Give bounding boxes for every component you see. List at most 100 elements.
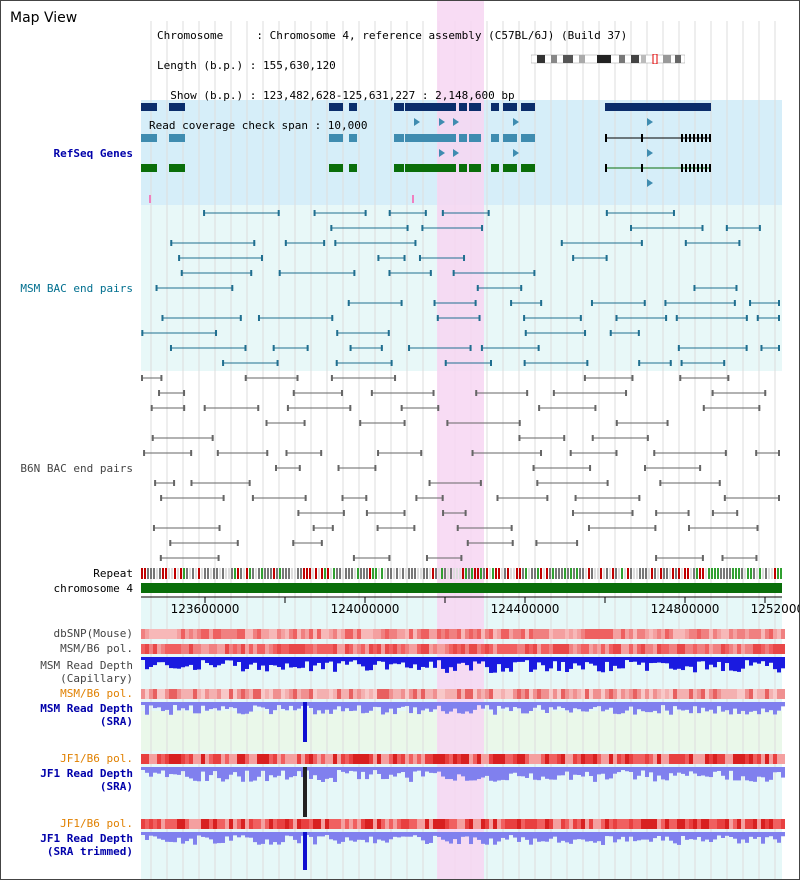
bac-end[interactable] [425,555,428,561]
bac-end[interactable] [285,450,288,456]
bac-end[interactable] [640,240,643,246]
bac-end[interactable] [394,375,397,381]
bac-end[interactable] [190,450,193,456]
bac-end[interactable] [532,465,535,471]
bac-end[interactable] [535,540,538,546]
bac-end[interactable] [758,225,761,231]
gene-exon[interactable] [394,103,404,111]
bac-end[interactable] [589,465,592,471]
bac-end[interactable] [738,240,741,246]
bac-end[interactable] [390,360,393,366]
bac-end[interactable] [320,450,323,456]
bac-end[interactable] [666,420,669,426]
bac-end[interactable] [190,480,193,486]
bac-end[interactable] [211,435,214,441]
gene-exon[interactable] [697,134,699,142]
bac-end[interactable] [537,345,540,351]
bac-end[interactable] [298,465,301,471]
gene-exon[interactable] [459,134,467,142]
gene-exon[interactable] [329,103,343,111]
bac-end[interactable] [442,510,445,516]
gene-exon[interactable] [491,103,499,111]
bac-end[interactable] [437,405,440,411]
bac-end[interactable] [518,420,521,426]
bac-end[interactable] [540,300,543,306]
bac-end[interactable] [659,480,662,486]
bac-end[interactable] [609,330,612,336]
bac-end[interactable] [778,300,780,306]
bac-end[interactable] [340,390,343,396]
gene-arrow[interactable] [513,118,519,126]
bac-end[interactable] [403,510,406,516]
bac-end[interactable] [526,390,529,396]
bac-end[interactable] [496,495,499,501]
bac-end[interactable] [203,405,206,411]
bac-end[interactable] [644,465,647,471]
bac-end[interactable] [222,360,225,366]
bac-end[interactable] [433,300,436,306]
bac-end[interactable] [265,420,268,426]
bac-end[interactable] [303,420,306,426]
bac-end[interactable] [323,240,326,246]
bac-end[interactable] [244,345,247,351]
gene-exon[interactable] [405,103,456,111]
gene-exon[interactable] [459,103,467,111]
bac-end[interactable] [257,315,260,321]
bac-end[interactable] [638,495,641,501]
bac-end[interactable] [646,435,649,441]
bac-end[interactable] [337,465,340,471]
bac-end[interactable] [653,450,656,456]
bac-end[interactable] [347,300,350,306]
bac-end[interactable] [222,495,225,501]
bac-end[interactable] [334,240,337,246]
bac-end[interactable] [436,315,439,321]
bac-end[interactable] [169,540,172,546]
gene-exon[interactable] [459,164,467,172]
bac-end[interactable] [352,555,355,561]
bac-end[interactable] [745,345,748,351]
gene-exon[interactable] [705,164,707,172]
bac-end[interactable] [374,465,377,471]
bac-end[interactable] [215,330,218,336]
bac-end[interactable] [563,435,566,441]
bac-end[interactable] [638,360,641,366]
bac-end[interactable] [480,345,483,351]
bac-end[interactable] [424,210,427,216]
bac-end[interactable] [572,255,575,261]
bac-end[interactable] [331,525,334,531]
bac-end[interactable] [244,375,247,381]
bac-end[interactable] [216,450,219,456]
bac-end[interactable] [723,360,726,366]
bac-end[interactable] [408,345,411,351]
gene-exon[interactable] [693,164,695,172]
bac-end[interactable] [297,510,300,516]
bac-end[interactable] [428,480,431,486]
bac-end[interactable] [479,480,482,486]
bac-end[interactable] [217,555,220,561]
bac-end[interactable] [669,360,672,366]
bac-end[interactable] [388,270,391,276]
gene-exon[interactable] [394,164,404,172]
bac-end[interactable] [218,525,221,531]
bac-end[interactable] [370,390,373,396]
gene-exon[interactable] [329,164,343,172]
bac-end[interactable] [154,480,157,486]
bac-end[interactable] [421,225,424,231]
gene-exon[interactable] [709,134,711,142]
gene-exon[interactable] [681,164,683,172]
gene-arrow[interactable] [453,118,459,126]
bac-end[interactable] [341,495,344,501]
bac-end[interactable] [478,315,481,321]
gene-exon[interactable] [521,164,535,172]
chromosome-ideogram[interactable] [531,54,685,64]
bac-end[interactable] [510,525,513,531]
bac-end[interactable] [231,285,234,291]
bac-end[interactable] [675,315,678,321]
bac-end[interactable] [643,300,646,306]
bac-end[interactable] [755,450,758,456]
bac-end[interactable] [724,450,727,456]
bac-end[interactable] [605,255,608,261]
bac-end[interactable] [183,405,186,411]
bac-end[interactable] [778,345,780,351]
bac-end[interactable] [160,375,163,381]
